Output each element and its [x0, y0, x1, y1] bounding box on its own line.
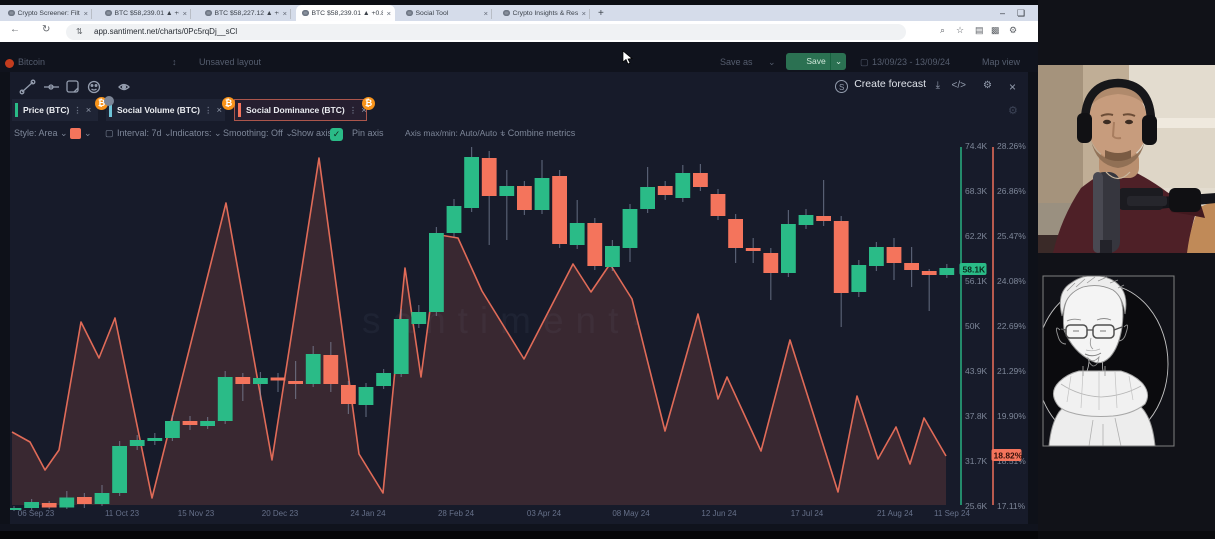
svg-text:08 May 24: 08 May 24: [612, 509, 650, 518]
svg-text:22.69%: 22.69%: [997, 321, 1026, 331]
svg-text:37.8K: 37.8K: [965, 411, 988, 421]
svg-text:21.29%: 21.29%: [997, 366, 1026, 376]
svg-text:50K: 50K: [965, 321, 980, 331]
svg-text:28.26%: 28.26%: [997, 141, 1026, 151]
svg-text:21 Aug 24: 21 Aug 24: [877, 509, 914, 518]
svg-text:25.6K: 25.6K: [965, 501, 988, 511]
svg-text:24 Jan 24: 24 Jan 24: [350, 509, 386, 518]
svg-text:68.3K: 68.3K: [965, 186, 988, 196]
svg-text:18.82%: 18.82%: [994, 451, 1023, 461]
svg-text:11 Sep 24: 11 Sep 24: [934, 509, 970, 518]
svg-text:20 Dec 23: 20 Dec 23: [262, 509, 299, 518]
svg-text:58.1K: 58.1K: [963, 265, 987, 275]
svg-text:11 Oct 23: 11 Oct 23: [105, 509, 140, 518]
svg-text:56.1K: 56.1K: [965, 276, 988, 286]
svg-text:03 Apr 24: 03 Apr 24: [527, 509, 562, 518]
svg-text:31.7K: 31.7K: [965, 456, 988, 466]
svg-text:43.9K: 43.9K: [965, 366, 988, 376]
svg-text:17.11%: 17.11%: [997, 501, 1026, 511]
svg-text:19.90%: 19.90%: [997, 411, 1026, 421]
svg-text:12 Jun 24: 12 Jun 24: [701, 509, 737, 518]
svg-text:28 Feb 24: 28 Feb 24: [438, 509, 475, 518]
svg-text:62.2K: 62.2K: [965, 231, 988, 241]
svg-text:17 Jul 24: 17 Jul 24: [791, 509, 824, 518]
svg-text:26.86%: 26.86%: [997, 186, 1026, 196]
svg-text:25.47%: 25.47%: [997, 231, 1026, 241]
svg-text:06 Sep 23: 06 Sep 23: [18, 509, 55, 518]
svg-text:24.08%: 24.08%: [997, 276, 1026, 286]
svg-text:74.4K: 74.4K: [965, 141, 988, 151]
svg-text:15 Nov 23: 15 Nov 23: [178, 509, 215, 518]
